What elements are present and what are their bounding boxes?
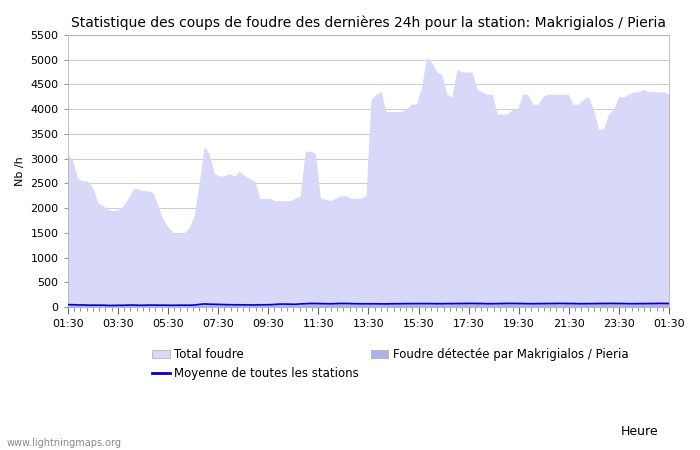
Legend: Total foudre, Moyenne de toutes les stations, Foudre détectée par Makrigialos / : Total foudre, Moyenne de toutes les stat… <box>152 348 629 380</box>
Text: Heure: Heure <box>620 425 658 438</box>
Title: Statistique des coups de foudre des dernières 24h pour la station: Makrigialos /: Statistique des coups de foudre des dern… <box>71 15 666 30</box>
Text: www.lightningmaps.org: www.lightningmaps.org <box>7 438 122 448</box>
Y-axis label: Nb /h: Nb /h <box>15 156 25 186</box>
